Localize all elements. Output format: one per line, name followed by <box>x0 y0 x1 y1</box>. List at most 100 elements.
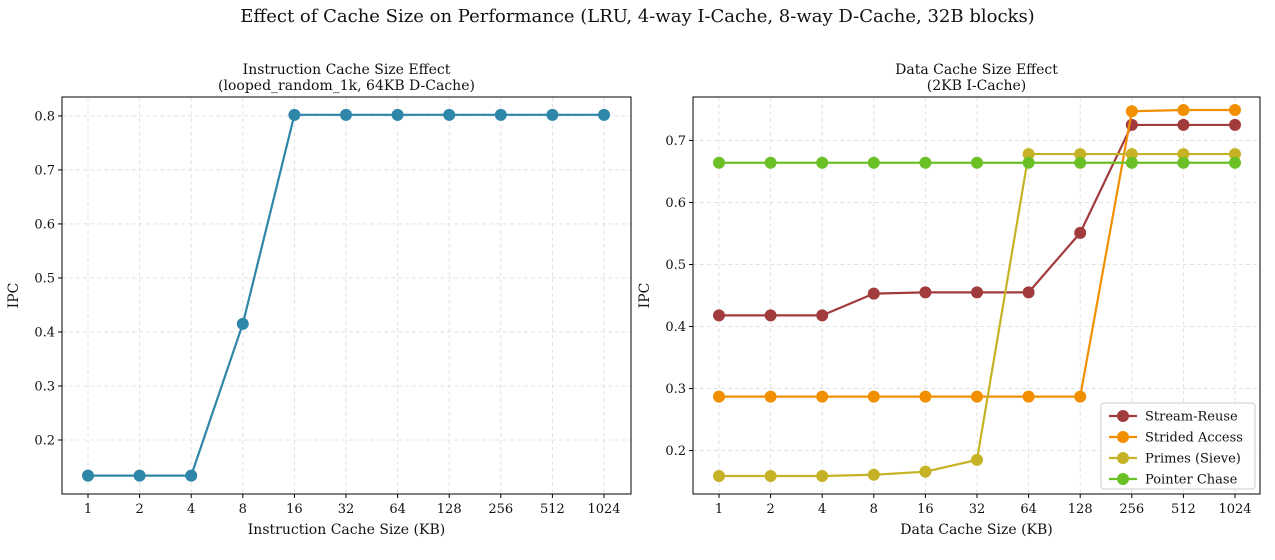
x-tick-label: 8 <box>239 502 247 517</box>
y-tick-label: 0.2 <box>34 433 55 448</box>
plot-frame <box>61 96 632 495</box>
x-tick-label: 256 <box>488 502 513 517</box>
x-axis-label: Data Cache Size (KB) <box>900 522 1053 538</box>
data-point <box>236 317 249 330</box>
data-point <box>867 156 880 169</box>
x-tick-label: 256 <box>1119 502 1144 517</box>
legend-label: Pointer Chase <box>1145 473 1238 488</box>
data-point <box>1229 118 1241 131</box>
legend-label: Strided Access <box>1145 431 1243 446</box>
y-tick-label: 0.7 <box>34 163 55 178</box>
y-tick-label: 0.4 <box>34 325 55 340</box>
y-tick-label: 0.8 <box>34 109 55 124</box>
figure-title: Effect of Cache Size on Performance (LRU… <box>240 6 1035 27</box>
chart-panel-2: 1 2 4 8 16 32 64 128 256 512 1024 0.2 0.3 0.4 0.5 0.6 0.… <box>637 62 1261 538</box>
x-tick-label: 1 <box>715 502 723 517</box>
y-tick-label: 0.6 <box>34 217 55 232</box>
data-point <box>867 390 880 403</box>
data-point <box>764 156 777 169</box>
data-point <box>919 156 932 169</box>
data-point <box>1022 286 1035 299</box>
y-tick-label: 0.5 <box>665 258 686 273</box>
data-point <box>1177 104 1190 117</box>
data-point <box>867 287 880 300</box>
data-point <box>816 390 829 403</box>
legend-box <box>1100 402 1256 490</box>
x-tick-label: 16 <box>286 502 303 517</box>
x-tick-label: 64 <box>389 502 406 517</box>
x-tick-label: 32 <box>969 502 986 517</box>
data-point <box>1022 390 1035 403</box>
data-point <box>1229 148 1241 161</box>
x-tick-label: 1024 <box>587 502 620 517</box>
legend: Stream-Reuse Strided Access Primes (Sieve)… <box>1100 402 1256 490</box>
data-point <box>764 309 777 322</box>
data-point <box>816 309 829 322</box>
data-point <box>443 108 456 121</box>
x-tick-label: 2 <box>766 502 774 517</box>
x-tick-label: 16 <box>917 502 934 517</box>
x-tick-label: 1024 <box>1218 502 1251 517</box>
data-point <box>1125 156 1138 169</box>
data-point <box>971 286 983 299</box>
x-tick-label: 64 <box>1020 502 1037 517</box>
data-point <box>494 108 507 121</box>
data-point <box>816 470 829 483</box>
data-point <box>971 390 983 403</box>
legend-swatch-marker <box>1117 410 1129 422</box>
data-point <box>133 469 146 482</box>
y-tick-label: 0.2 <box>665 444 686 459</box>
data-point <box>764 390 777 403</box>
chart-subtitle: (2KB I-Cache) <box>927 78 1027 94</box>
data-point <box>816 156 829 169</box>
x-tick-label: 512 <box>1171 502 1196 517</box>
data-point <box>764 470 777 483</box>
chart-title: Instruction Cache Size Effect <box>243 62 451 78</box>
data-point <box>82 469 94 482</box>
legend-label: Stream-Reuse <box>1145 410 1238 425</box>
data-point <box>971 156 983 169</box>
chart-title: Data Cache Size Effect <box>895 62 1058 78</box>
data-point <box>185 469 198 482</box>
data-point <box>919 465 932 478</box>
data-point <box>1229 156 1241 169</box>
y-tick-label: 0.7 <box>665 134 686 149</box>
y-axis-label: IPC <box>6 283 22 309</box>
y-tick-label: 0.4 <box>665 320 686 335</box>
data-point <box>546 108 559 121</box>
data-point <box>971 453 983 466</box>
data-point <box>598 108 610 121</box>
data-point <box>288 108 301 121</box>
x-tick-label: 4 <box>187 502 195 517</box>
x-tick-label: 32 <box>338 502 355 517</box>
legend-swatch-marker <box>1117 431 1129 443</box>
legend-swatch-marker <box>1117 473 1129 485</box>
data-point <box>1229 104 1241 117</box>
data-point <box>713 470 725 483</box>
data-point <box>1074 148 1087 161</box>
x-tick-label: 128 <box>437 502 462 517</box>
chart-subtitle: (looped_random_1k, 64KB D-Cache) <box>218 78 475 94</box>
data-point <box>1177 148 1190 161</box>
x-tick-label: 4 <box>818 502 826 517</box>
y-tick-label: 0.3 <box>665 382 686 397</box>
data-point <box>1022 148 1035 161</box>
y-tick-label: 0.3 <box>34 379 55 394</box>
x-tick-label: 1 <box>84 502 92 517</box>
data-point <box>1074 226 1087 239</box>
y-axis-label: IPC <box>637 283 653 309</box>
data-point <box>1177 156 1190 169</box>
y-tick-label: 0.5 <box>34 271 55 286</box>
data-point <box>1125 105 1138 118</box>
x-tick-label: 8 <box>870 502 878 517</box>
y-tick-label: 0.6 <box>665 196 686 211</box>
data-point <box>919 390 932 403</box>
x-tick-label: 2 <box>135 502 143 517</box>
x-axis-label: Instruction Cache Size (KB) <box>248 522 445 538</box>
data-point <box>1177 118 1190 131</box>
data-point <box>713 156 725 169</box>
data-point <box>713 390 725 403</box>
data-point <box>391 108 404 121</box>
data-point <box>1074 156 1087 169</box>
